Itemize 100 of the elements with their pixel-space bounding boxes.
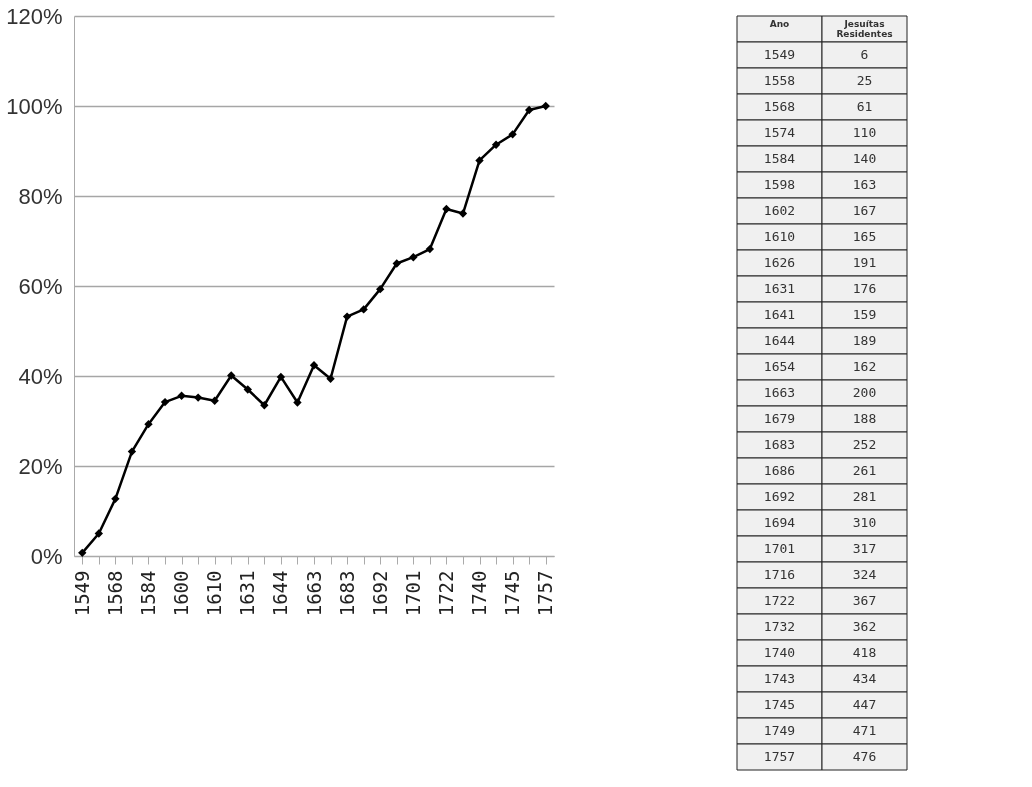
category-label: 1692: [763, 489, 796, 504]
x-tick-label: 1683: [335, 570, 358, 617]
x-tick-label: 1631: [236, 570, 259, 617]
x-tick-label: 1610: [203, 570, 226, 617]
data-label: 252: [852, 437, 877, 452]
point: [425, 244, 435, 254]
data-label: 471: [852, 723, 877, 738]
point: [508, 130, 517, 139]
x-tick-label: 1722: [434, 570, 457, 617]
data-label: 176: [852, 281, 877, 296]
point: [144, 419, 153, 429]
category-label: 1574: [763, 125, 796, 140]
data-label: 367: [852, 593, 877, 608]
category-label: 1568: [763, 99, 796, 114]
data-label: 110: [852, 125, 877, 140]
data-label: 163: [852, 177, 877, 192]
data-label: 362: [852, 619, 877, 634]
data-label: 25: [856, 73, 873, 88]
data-label: 200: [852, 385, 877, 400]
x-tick-label: 1568: [103, 570, 126, 617]
x-tick-label: 1663: [302, 570, 325, 617]
category-label: 1644: [763, 333, 796, 348]
category-label: 1549: [763, 47, 796, 62]
category-label: 1732: [763, 619, 796, 634]
point: [524, 105, 534, 115]
point: [541, 101, 550, 111]
point: [342, 312, 352, 321]
x-tick-label: 1549: [70, 570, 93, 617]
category-label: 1686: [763, 463, 796, 478]
point: [243, 385, 252, 394]
category-label: 1743: [763, 671, 796, 686]
point: [458, 209, 468, 218]
data-label: 324: [852, 567, 877, 582]
category-label: 1584: [763, 151, 796, 166]
x-tick-label: 1740: [468, 570, 491, 617]
point: [376, 284, 385, 294]
category-label: 1631: [763, 281, 796, 296]
point: [491, 140, 501, 149]
category-label: 1602: [763, 203, 796, 218]
data-label: 191: [852, 255, 877, 270]
point: [160, 397, 170, 407]
category-label: 1598: [763, 177, 796, 192]
x-tick-label: 1644: [269, 570, 292, 617]
data-label: 167: [852, 203, 877, 218]
x-tick-label: 1584: [136, 570, 159, 617]
point: [94, 529, 104, 538]
text: Jesuítas Residentes: [836, 19, 893, 39]
category-label: 1679: [763, 411, 796, 426]
data-label: 434: [852, 671, 877, 686]
data-label: 418: [852, 645, 877, 660]
x-tick-label: 1692: [368, 570, 391, 617]
text: Ano: [769, 19, 790, 29]
data-label: 261: [852, 463, 877, 478]
point: [326, 374, 335, 383]
data-label: 476: [852, 749, 877, 764]
category-label: 1749: [763, 723, 796, 738]
data-label: 310: [852, 515, 877, 530]
x-tick-label: 1600: [170, 570, 193, 617]
data-label: 317: [852, 541, 877, 556]
point: [127, 447, 137, 456]
category-label: 1701: [763, 541, 796, 556]
data-label: 188: [852, 411, 877, 426]
y-tick-label: 60%: [18, 273, 63, 299]
y-tick-label: 0%: [30, 543, 63, 569]
y-tick-label: 20%: [18, 453, 63, 479]
x-tick-label: 1745: [501, 570, 524, 617]
data-label: 189: [852, 333, 877, 348]
category-label: 1683: [763, 437, 796, 452]
category-label: 1663: [763, 385, 796, 400]
point: [309, 361, 319, 370]
category-label: 1716: [763, 567, 796, 582]
y-tick-label: 80%: [18, 183, 63, 209]
data-label: 165: [852, 229, 877, 244]
x-tick-label: 1701: [401, 570, 424, 617]
data-label: 162: [852, 359, 877, 374]
point: [227, 371, 236, 380]
point: [193, 393, 203, 402]
point: [392, 259, 401, 268]
y-tick-label: 100%: [6, 93, 63, 119]
point: [177, 391, 186, 400]
category-label: 1694: [763, 515, 796, 530]
data-label: 447: [852, 697, 877, 712]
category-label: 1641: [763, 307, 796, 322]
category-label: 1740: [763, 645, 796, 660]
y-tick-label: 120%: [6, 3, 63, 29]
category-label: 1654: [763, 359, 796, 374]
category-label: 1626: [763, 255, 796, 270]
data-label: 281: [852, 489, 877, 504]
point: [409, 253, 418, 262]
data-label: 159: [852, 307, 877, 322]
point: [276, 372, 286, 382]
category-label: 1558: [763, 73, 796, 88]
category-label: 1745: [763, 697, 796, 712]
point: [442, 204, 451, 214]
point: [359, 305, 368, 314]
category-label: 1610: [763, 229, 796, 244]
data-label: 140: [852, 151, 877, 166]
data-label: 61: [856, 99, 873, 114]
point: [260, 401, 269, 410]
point: [78, 548, 87, 558]
